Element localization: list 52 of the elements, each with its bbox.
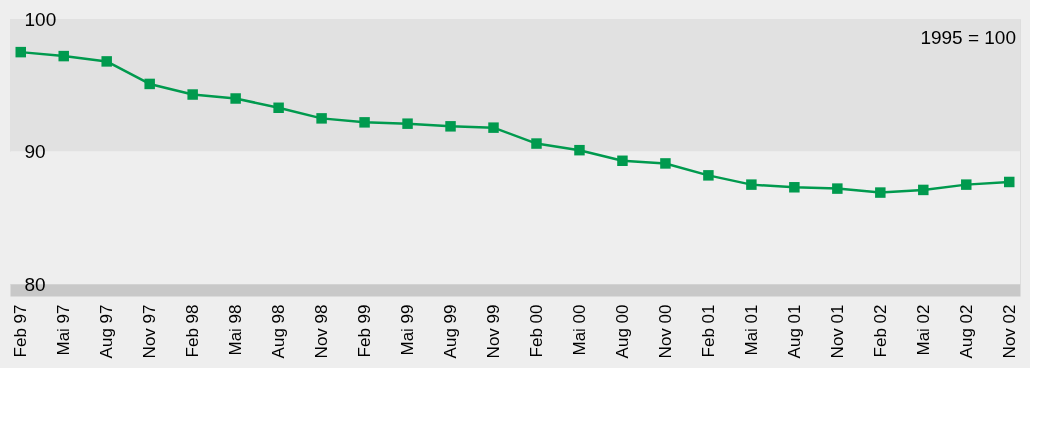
point	[101, 56, 112, 67]
point	[918, 184, 929, 196]
x-tick-label: Mai 01	[741, 304, 761, 356]
y-tick-label: 90	[24, 141, 46, 162]
point	[574, 144, 585, 156]
x-tick-label: Nov 98	[312, 304, 332, 359]
x-tick-label: Nov 97	[140, 304, 160, 359]
point	[617, 155, 628, 167]
x-tick-label: Nov 00	[655, 304, 675, 359]
point	[531, 138, 542, 149]
point	[703, 170, 714, 181]
point	[832, 183, 843, 194]
x-tick-label: Aug 98	[269, 304, 289, 359]
point	[187, 89, 198, 100]
point	[316, 113, 327, 124]
point	[15, 46, 26, 58]
x-tick-label: Aug 99	[441, 304, 461, 359]
point	[230, 93, 241, 104]
x-tick-label: Nov 02	[999, 304, 1019, 359]
y-tick-label: 100	[24, 8, 57, 30]
x-tick-label: Nov 99	[484, 304, 504, 359]
point	[875, 187, 886, 198]
point	[746, 179, 757, 190]
x-tick-label: Feb 97	[11, 304, 31, 358]
x-tick-label: Mai 98	[226, 304, 246, 356]
x-tick-label: Feb 98	[183, 304, 203, 358]
point	[789, 182, 800, 193]
x-tick-label: Mai 00	[569, 304, 589, 356]
point	[144, 78, 155, 90]
x-tick-label: Mai 99	[398, 304, 418, 356]
point	[402, 118, 413, 129]
x-tick-label: Feb 99	[355, 304, 375, 358]
point	[445, 121, 456, 132]
x-tick-label: Feb 01	[698, 304, 718, 358]
point	[961, 179, 972, 190]
point	[488, 122, 499, 133]
point	[1004, 176, 1015, 188]
x-tick-label: Feb 00	[526, 304, 546, 358]
x-tick-label: Aug 00	[612, 304, 632, 359]
x-tick-label: Aug 02	[956, 304, 976, 359]
x-tick-label: Feb 02	[870, 304, 890, 358]
point	[359, 117, 370, 128]
point	[660, 158, 671, 169]
y-tick-label: 80	[24, 273, 46, 295]
x-tick-label: Aug 01	[784, 304, 804, 359]
point	[58, 50, 69, 62]
x-tick-label: Mai 02	[913, 304, 933, 356]
x-tick-label: Aug 97	[97, 304, 117, 359]
x-tick-label: Mai 97	[54, 304, 74, 356]
x-tick-label: Nov 01	[827, 304, 847, 359]
point	[273, 102, 284, 114]
annotation: 1995 = 100	[920, 27, 1016, 48]
